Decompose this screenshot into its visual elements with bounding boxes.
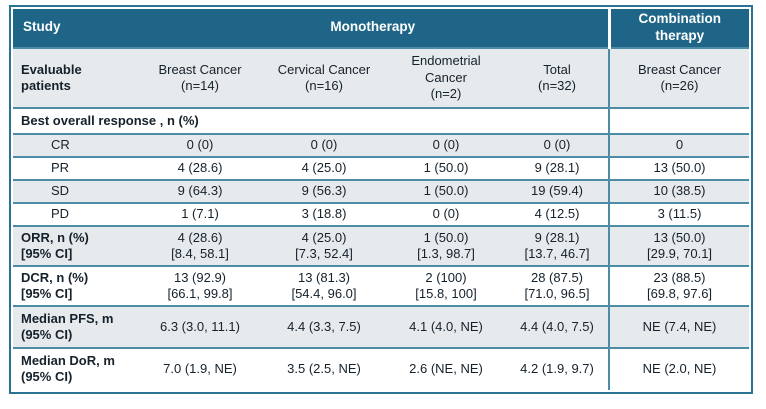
row-label: PR (51, 160, 70, 176)
column-header-breast-cancer-comb: Breast Cancer (n=26) (608, 47, 750, 108)
table-row-dcr: DCR, n (%) [95% CI] 13 (92.9) [66.1, 99.… (13, 265, 750, 306)
table-row-sd: SD 9 (64.3) 9 (56.3) 1 (50.0) 19 (59.4) … (13, 179, 750, 203)
table-row-median-dor: Median DoR, m (95% CI) 7.0 (1.9, NE) 3.5… (13, 347, 750, 390)
row-label: Median DoR, m (95% CI) (21, 353, 115, 385)
table-header-row: Study Monotherapy Combination therapy (13, 9, 750, 48)
row-label: PD (51, 206, 70, 222)
row-label: CR (13, 133, 138, 157)
results-table-container: Study Monotherapy Combination therapy Ev… (9, 5, 753, 394)
data-cell: 9 (28.1) [13.7, 46.7] (506, 225, 610, 266)
data-cell: 1 (7.1) (181, 206, 219, 222)
data-cell: 4.1 (4.0, NE) (386, 305, 506, 348)
data-cell: 0 (0) (506, 133, 610, 157)
table-row-orr: ORR, n (%) [95% CI] 4 (28.6) [8.4, 58.1]… (13, 225, 750, 266)
header-combination-therapy: Combination therapy (607, 9, 750, 48)
column-header-cervical-cancer: Cervical Cancer (n=16) (262, 47, 386, 108)
data-cell: 0 (0) (262, 133, 386, 157)
data-cell: 4 (28.6) [8.4, 58.1] (138, 225, 262, 266)
data-cell: 4.4 (3.3, 7.5) (262, 305, 386, 348)
row-label: SD (13, 179, 138, 203)
data-cell: 4.4 (4.0, 7.5) (506, 305, 610, 348)
data-cell: 3 (18.8) (301, 206, 347, 222)
table-row-pd: PD 1 (7.1) 3 (18.8) 0 (0) 4 (12.5) 3 (11… (13, 202, 750, 226)
data-cell: 0 (0) (386, 133, 506, 157)
data-cell: 7.0 (1.9, NE) (163, 361, 237, 377)
row-label: DCR, n (%) [95% CI] (21, 269, 89, 301)
data-cell: 10 (38.5) (608, 179, 750, 203)
row-label: ORR, n (%) [95% CI] (13, 225, 138, 266)
data-cell: NE (7.4, NE) (608, 305, 750, 348)
section-label: Best overall response , n (%) (21, 112, 199, 128)
data-cell: 1 (50.0) (423, 160, 469, 176)
table-row-median-pfs: Median PFS, m (95% CI) 6.3 (3.0, 11.1) 4… (13, 305, 750, 348)
data-cell: 2.6 (NE, NE) (409, 361, 483, 377)
data-cell: 4.2 (1.9, 9.7) (520, 361, 594, 377)
data-cell: 4 (28.6) (177, 160, 223, 176)
column-header-total: Total (n=32) (506, 47, 610, 108)
data-cell: 4 (12.5) (534, 206, 580, 222)
data-cell: 28 (87.5) [71.0, 96.5] (524, 269, 590, 301)
data-cell: 13 (92.9) [66.1, 99.8] (167, 269, 233, 301)
data-cell: 3 (11.5) (608, 202, 750, 226)
data-cell: 0 (0) (432, 206, 460, 222)
data-cell: 3.5 (2.5, NE) (287, 361, 361, 377)
section-row-best-overall-response: Best overall response , n (%) (13, 107, 750, 134)
data-cell: NE (2.0, NE) (608, 347, 750, 390)
subheader-row: Evaluable patients Breast Cancer (n=14) … (13, 47, 750, 108)
row-label: Median PFS, m (95% CI) (13, 305, 138, 348)
data-cell: 4 (25.0) (301, 160, 347, 176)
table-row-cr: CR 0 (0) 0 (0) 0 (0) 0 (0) 0 (13, 133, 750, 157)
data-cell: 9 (56.3) (262, 179, 386, 203)
data-cell: 2 (100) [15.8, 100] (415, 269, 477, 301)
data-cell: 13 (50.0) [29.9, 70.1] (608, 225, 750, 266)
data-cell: 4 (25.0) [7.3, 52.4] (262, 225, 386, 266)
data-cell: 0 (0) (138, 133, 262, 157)
clinical-results-table: Study Monotherapy Combination therapy Ev… (13, 9, 750, 390)
table-row-pr: PR 4 (28.6) 4 (25.0) 1 (50.0) 9 (28.1) 1… (13, 156, 750, 180)
data-cell: 9 (64.3) (138, 179, 262, 203)
data-cell: 6.3 (3.0, 11.1) (138, 305, 262, 348)
header-monotherapy: Monotherapy (138, 9, 610, 48)
section-empty-cell (608, 107, 750, 134)
data-cell: 23 (88.5) [69.8, 97.6] (608, 265, 750, 306)
column-header-breast-cancer-mono: Breast Cancer (n=14) (138, 47, 262, 108)
data-cell: 1 (50.0) (386, 179, 506, 203)
data-cell: 19 (59.4) (506, 179, 610, 203)
data-cell: 13 (81.3) [54.4, 96.0] (291, 269, 357, 301)
data-cell: 13 (50.0) (608, 156, 750, 180)
column-header-endometrial-cancer: Endometrial Cancer (n=2) (386, 47, 506, 108)
data-cell: 9 (28.1) (534, 160, 580, 176)
data-cell: 1 (50.0) [1.3, 98.7] (386, 225, 506, 266)
evaluable-patients-label: Evaluable patients (13, 47, 138, 108)
header-study: Study (13, 9, 138, 48)
data-cell: 0 (608, 133, 750, 157)
